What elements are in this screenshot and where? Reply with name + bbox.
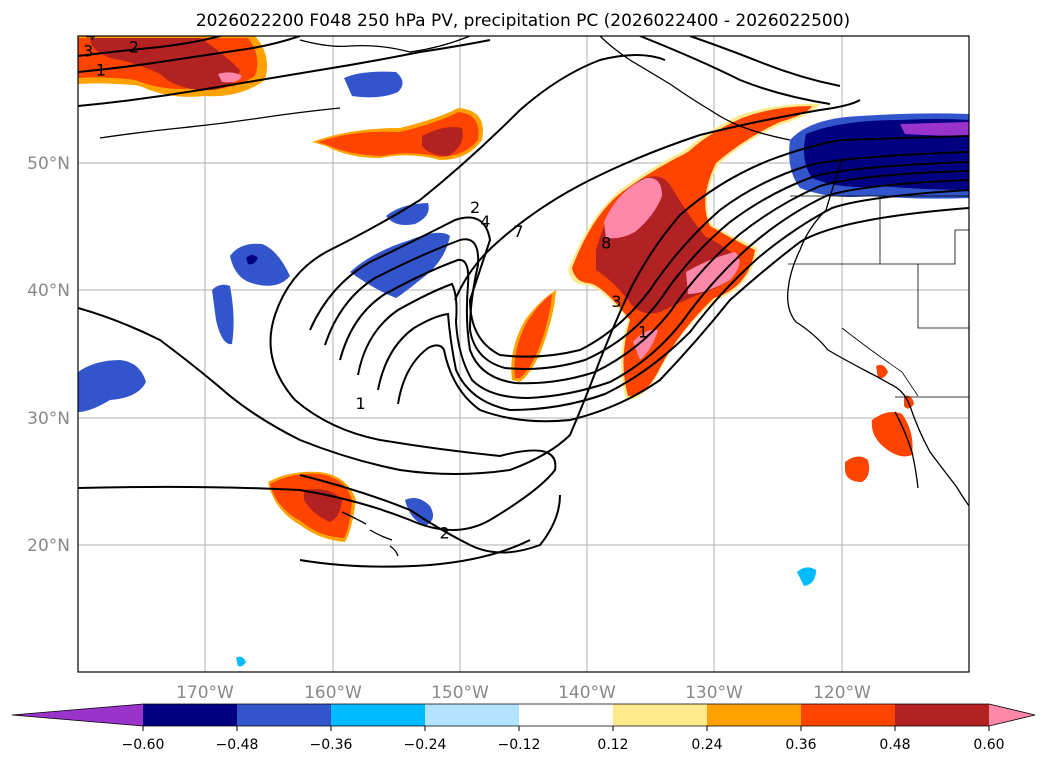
pv-contour-n-1	[639, 36, 831, 105]
precip-region-se-negative	[797, 567, 816, 586]
precip-region-baja	[871, 412, 913, 457]
pv-contour-7	[377, 189, 969, 412]
contour-label: 1	[355, 394, 365, 413]
precip-region-socal	[876, 364, 888, 379]
colorbar-segment	[331, 704, 426, 726]
coastline-hawaii	[341, 511, 399, 557]
lat-tick-labels: 50°N 40°N 30°N 20°N	[27, 154, 70, 556]
colorbar-segment	[519, 704, 614, 726]
contour-label: 7	[513, 222, 523, 241]
pv-contour-3	[309, 151, 969, 358]
colorbar-segment	[707, 704, 802, 726]
colorbar-tick-label: 0.48	[879, 737, 910, 753]
contour-label: 4	[480, 212, 490, 231]
contour-label: 2	[439, 524, 449, 543]
lon-tick-label: 130°W	[685, 683, 743, 703]
lon-tick-label: 170°W	[176, 683, 234, 703]
pv-contour-8	[397, 207, 969, 423]
colorbar-tick-label: −0.60	[122, 737, 165, 753]
precip-region-west-negative-core	[246, 255, 258, 265]
contour-label: 3	[611, 292, 621, 311]
chart-title: 2026022200 F048 250 hPa PV, precipitatio…	[196, 11, 850, 31]
coastline-aleutians	[99, 107, 341, 139]
precip-region-west-negative-south	[212, 284, 234, 345]
pv-contour-nw-1	[78, 36, 301, 73]
lon-tick-label: 140°W	[558, 683, 616, 703]
border-nevada	[917, 264, 969, 329]
coastline-north-america	[787, 159, 969, 507]
colorbar-segment	[613, 704, 708, 726]
lat-tick-label: 30°N	[27, 409, 70, 429]
precip-region-front-peak-north	[604, 177, 662, 239]
pv-contour-6	[357, 179, 969, 400]
contour-label: 2	[129, 38, 139, 57]
precip-region-alaska-negative	[344, 71, 403, 98]
lon-tick-label: 150°W	[431, 683, 489, 703]
lat-tick-label: 50°N	[27, 154, 70, 174]
precip-region-midpacific-core	[422, 127, 463, 156]
precip-region-west-negative	[230, 243, 290, 286]
colorbar-segment	[425, 704, 520, 726]
colorbar-extend-min	[12, 704, 143, 726]
colorbar-extend-max	[989, 704, 1035, 726]
contour-label: 4	[86, 25, 96, 44]
coastline-baja	[894, 411, 919, 489]
pv-contour-2-southern	[299, 539, 531, 568]
precip-region-central-negative-small	[386, 203, 429, 225]
pv-contours	[78, 36, 969, 568]
colorbar-segment	[143, 704, 238, 726]
contour-label: 8	[601, 234, 611, 253]
border-ca-nv	[841, 327, 919, 397]
precip-region-hawaii-negative	[405, 498, 434, 526]
colorbar-tick-label: 0.60	[973, 737, 1004, 753]
lon-tick-label: 160°W	[304, 683, 362, 703]
pv-contour-1	[78, 135, 969, 475]
pv-contour-n-2	[689, 36, 841, 87]
pv-contour-2	[454, 99, 861, 301]
lon-tick-labels: 170°W 160°W 150°W 140°W 130°W 120°W	[176, 683, 871, 703]
contour-label: 3	[83, 42, 93, 61]
lat-tick-label: 40°N	[27, 281, 70, 301]
precip-region-front-peak-south	[633, 329, 658, 360]
precip-region-nw-peak	[218, 72, 242, 83]
colorbar: −0.60 −0.48 −0.36 −0.24 −0.12 0.12 0.24 0.36 0.4…	[11, 703, 1036, 753]
pv-contour-1-outer	[78, 54, 666, 531]
contour-label: 2	[470, 198, 480, 217]
coastlines	[99, 36, 969, 557]
pv-contour-nw-outer	[78, 39, 491, 107]
lon-tick-label: 120°W	[813, 683, 871, 703]
precip-region-pacific-nw-min	[900, 122, 969, 136]
pv-contour-nw-2	[78, 36, 221, 57]
colorbar-segment	[801, 704, 896, 726]
coastline-alaska	[299, 36, 471, 53]
colorbar-tick-label: −0.36	[310, 737, 353, 753]
pv-contour-5	[339, 170, 969, 385]
contour-label: 1	[638, 323, 648, 342]
colorbar-segment	[895, 704, 990, 726]
precip-region-far-west-negative	[78, 360, 146, 412]
precip-region-baja-south	[845, 456, 870, 482]
colorbar-tick-label: −0.24	[404, 737, 447, 753]
colorbar-segment	[237, 704, 332, 726]
map-frame	[77, 35, 970, 673]
colorbar-tick-label: 0.12	[597, 737, 628, 753]
pv-contour-4	[324, 161, 969, 370]
precip-region-sw-negative	[236, 656, 246, 667]
coastline-alaska-panhandle	[599, 36, 791, 141]
colorbar-tick-label: 0.24	[691, 737, 722, 753]
colorbar-tick-label: 0.36	[785, 737, 816, 753]
colorbar-tick-label: −0.48	[216, 737, 259, 753]
lat-tick-label: 20°N	[27, 536, 70, 556]
border-oregon-california	[788, 229, 969, 265]
colorbar-tick-label: −0.12	[498, 737, 541, 753]
contour-label: 1	[96, 61, 106, 80]
pv-contour-2-south	[299, 474, 561, 554]
borders	[788, 195, 969, 398]
precip-region-front-peak-east	[686, 252, 740, 294]
